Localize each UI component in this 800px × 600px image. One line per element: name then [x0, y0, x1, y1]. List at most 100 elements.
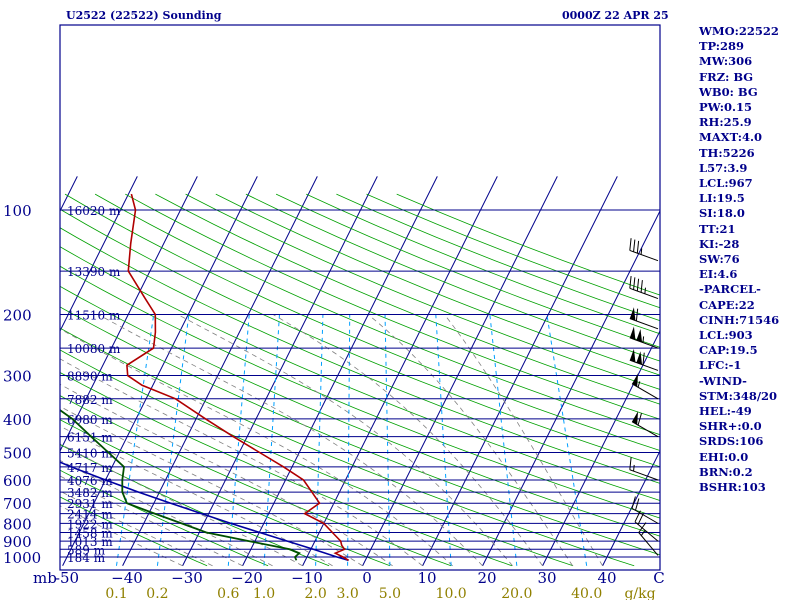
index-item: FRZ: BG [699, 69, 754, 84]
index-item: CAPE:22 [699, 297, 755, 312]
mixing-ratio-line [347, 314, 351, 566]
dry-adiabat-line [60, 265, 660, 519]
temperature-tick-label: −30 [171, 569, 203, 587]
isotherm-line [362, 176, 558, 567]
isotherm-line [182, 176, 378, 567]
moist-adiabat-line [60, 425, 333, 567]
wind-barbs [629, 238, 659, 556]
index-item: TP:289 [699, 39, 745, 54]
pressure-tick-label: 100 [3, 202, 32, 220]
height-label: 1458 m [67, 527, 113, 541]
index-item: TT:21 [699, 221, 736, 236]
pressure-tick-label: 900 [3, 533, 32, 551]
wind-barb-flag [633, 277, 636, 290]
wind-barb-half-flag [640, 248, 643, 255]
index-item: RH:25.9 [699, 115, 752, 130]
wind-barb-staff [629, 469, 659, 481]
height-label: 3482 m [67, 486, 113, 500]
mixing-ratio-tick-label: 20.0 [501, 586, 532, 600]
dry-adiabat-line [185, 193, 660, 390]
isotherm-line [422, 176, 618, 567]
moist-adiabat-line [60, 459, 273, 567]
moist-adiabat-line [60, 405, 363, 567]
isotherm-line [122, 176, 318, 567]
wind-barb-half-flag [637, 381, 641, 388]
moist-adiabat-line [98, 314, 483, 567]
wind-barb-pennant [636, 328, 643, 343]
temperature-tick-label: 40 [597, 569, 616, 587]
mixing-ratio-tick-label: 5.0 [379, 586, 401, 600]
wind-barb [629, 457, 659, 481]
dry-adiabat-line [60, 246, 660, 501]
temperature-tick-label: −20 [231, 569, 263, 587]
wind-barb-flag [635, 308, 639, 322]
mixing-ratio-line [315, 314, 324, 566]
moist-adiabat-line [272, 314, 543, 567]
dewpoint-trace [60, 408, 301, 561]
wind-barb-flag [633, 239, 636, 252]
dry-adiabat-line [94, 193, 660, 436]
index-item: SRDS:106 [699, 434, 764, 449]
index-item: TH:5226 [699, 145, 755, 160]
temperature-tick-label: −40 [111, 569, 143, 587]
parcel-trace [60, 461, 349, 562]
wind-barb-flag [629, 238, 632, 251]
height-label: 8890 m [67, 370, 113, 384]
height-label: 11510 m [67, 308, 121, 322]
dry-adiabat-line [245, 193, 660, 362]
index-item: -WIND- [699, 373, 747, 388]
temperature-tick-label: 20 [477, 569, 496, 587]
wind-barb-flag [631, 496, 636, 509]
temperature-trace [126, 193, 350, 561]
wind-barb-flag [636, 278, 640, 292]
moist-adiabat-line [60, 328, 453, 567]
pressure-tick-label: 700 [3, 495, 32, 513]
index-item: SHR+:0.0 [699, 419, 762, 434]
wind-barb [631, 373, 659, 400]
wind-barb-staff [629, 287, 659, 300]
mixing-ratio-tick-label: 0.1 [105, 586, 127, 600]
wind-barb-half-flag [642, 336, 645, 343]
moist-adiabat-line [367, 314, 573, 567]
wind-barb-half-flag [633, 464, 635, 472]
wind-barb-flag [642, 352, 645, 366]
height-label: 10080 m [67, 342, 121, 356]
mixing-ratio-line [115, 314, 155, 566]
temperature-tick-label: 10 [417, 569, 436, 587]
isotherm-line [242, 176, 438, 567]
height-label: 2931 m [67, 497, 113, 511]
height-label: 6980 m [67, 413, 113, 427]
index-item: LFC:-1 [699, 358, 742, 373]
wind-barb-pennant [629, 326, 636, 340]
mixing-ratio-tick-label: 0.6 [217, 586, 239, 600]
mixing-ratio-line [489, 314, 518, 566]
mixing-ratio-unit-label: g/kg [624, 586, 655, 600]
wind-barb-flag [637, 513, 644, 525]
wind-barb-flag [629, 457, 632, 470]
wind-barb-pennant [629, 307, 636, 321]
pressure-tick-label: 200 [3, 306, 32, 324]
index-item: WMO:22522 [699, 24, 779, 38]
mixing-ratio-line [435, 314, 452, 566]
index-item: SW:76 [699, 252, 740, 267]
wind-barb [631, 411, 659, 438]
dry-adiabat-line [60, 208, 660, 468]
wind-barb [629, 326, 659, 349]
index-item: MAXT:4.0 [699, 130, 762, 145]
moist-adiabat-line [60, 383, 393, 567]
temperature-unit-label: C [653, 569, 664, 587]
wind-barb-staff [629, 249, 659, 262]
wind-barb [634, 510, 659, 542]
wind-barb [629, 238, 659, 262]
dry-adiabat-line [155, 193, 660, 405]
index-item: MW:306 [699, 54, 753, 69]
sounding-time: 0000Z 22 APR 25 [562, 9, 669, 22]
pressure-tick-label: 600 [3, 472, 32, 490]
mixing-ratio-tick-label: 40.0 [571, 586, 602, 600]
height-label: 1922 m [67, 517, 113, 531]
chart-background-lines [60, 176, 660, 567]
pressure-tick-label: 400 [3, 411, 32, 429]
temperature-tick-label: 30 [537, 569, 556, 587]
index-item: EHI:0.0 [699, 449, 749, 464]
